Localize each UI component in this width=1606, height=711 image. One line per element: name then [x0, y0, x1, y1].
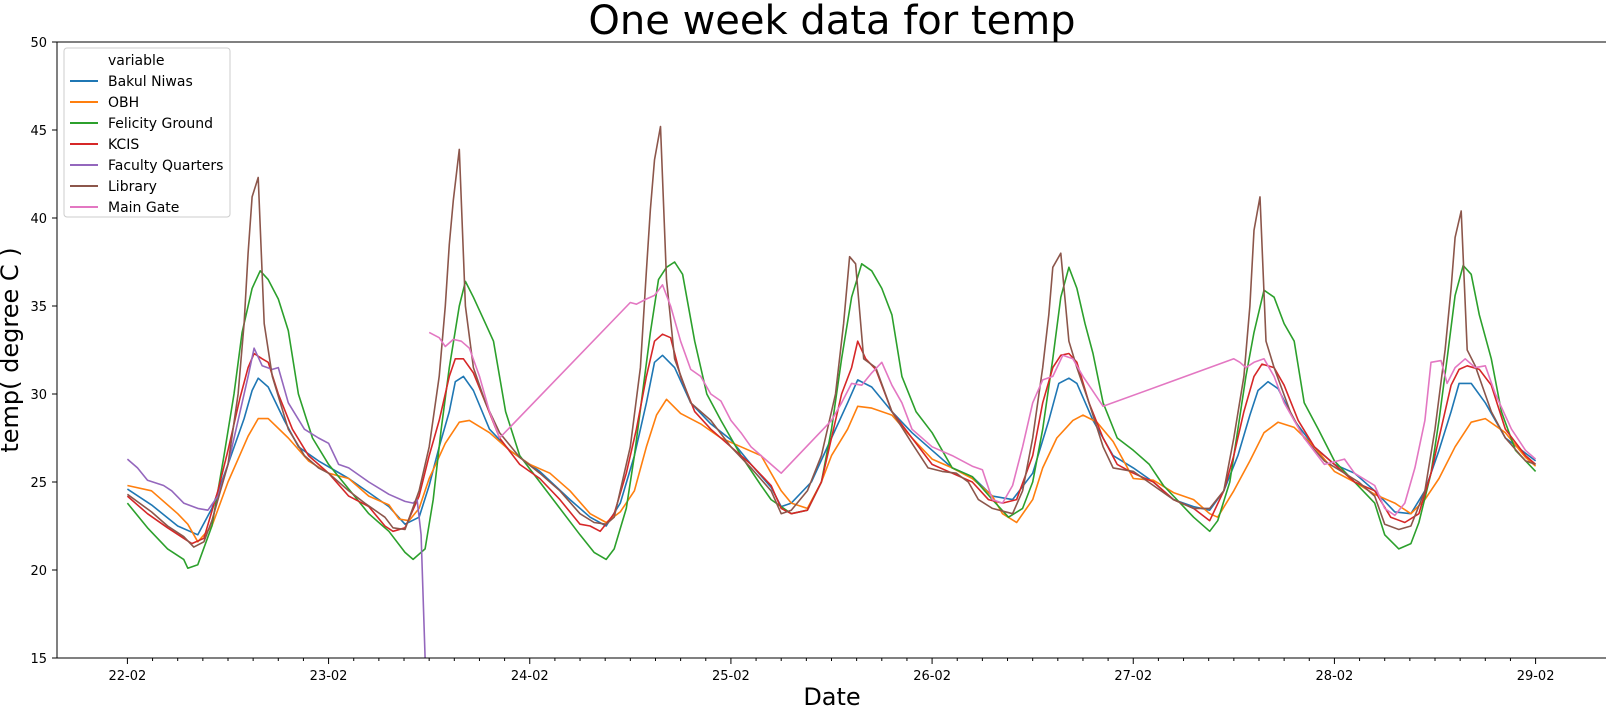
- y-tick-label: 40: [30, 212, 47, 227]
- legend-title: variable: [108, 53, 164, 69]
- plot-area: [126, 125, 1537, 658]
- legend: variable Bakul Niwas OBH Felicity Ground KCI…: [63, 47, 231, 218]
- series-line-3-seg-0: [126, 333, 1537, 545]
- legend-label: Faculty Quarters: [108, 158, 223, 174]
- chart-title: One week data for temp: [588, 0, 1075, 44]
- x-tick-label: 26-02: [913, 669, 951, 684]
- legend-label: Bakul Niwas: [108, 74, 193, 90]
- legend-label: Library: [108, 179, 157, 195]
- y-tick-label: 50: [30, 36, 47, 51]
- axes: [56, 41, 1606, 659]
- series-line-4-seg-0: [126, 347, 426, 658]
- x-tick-label: 22-02: [109, 669, 147, 684]
- legend-label: KCIS: [108, 137, 139, 153]
- x-tick-label: 29-02: [1517, 669, 1555, 684]
- y-axis-label: temp( degree C ): [0, 247, 24, 452]
- legend-label: Main Gate: [108, 200, 179, 216]
- series-line-0-seg-0: [126, 354, 1537, 536]
- legend-box: [63, 47, 231, 218]
- y-tick-label: 15: [30, 652, 47, 667]
- x-tick-label: 27-02: [1114, 669, 1152, 684]
- y-tick-label: 20: [30, 564, 47, 579]
- y-tick-label: 25: [30, 476, 47, 491]
- x-tick-label: 25-02: [712, 669, 750, 684]
- y-tick-label: 35: [30, 300, 47, 315]
- legend-label: Felicity Ground: [108, 116, 213, 132]
- series-line-2-seg-0: [126, 261, 1537, 569]
- series-line-6-seg-0: [428, 284, 1537, 517]
- x-axis-label: Date: [803, 683, 860, 711]
- x-tick-label: 23-02: [310, 669, 348, 684]
- ticks: 15 20 25 30 35 40 45 50 22-02 23-02 24-02 25-02 26-0…: [30, 36, 1554, 684]
- legend-label: OBH: [108, 95, 139, 111]
- y-tick-label: 45: [30, 124, 47, 139]
- x-tick-label: 28-02: [1316, 669, 1354, 684]
- y-tick-label: 30: [30, 388, 47, 403]
- x-tick-label: 24-02: [511, 669, 549, 684]
